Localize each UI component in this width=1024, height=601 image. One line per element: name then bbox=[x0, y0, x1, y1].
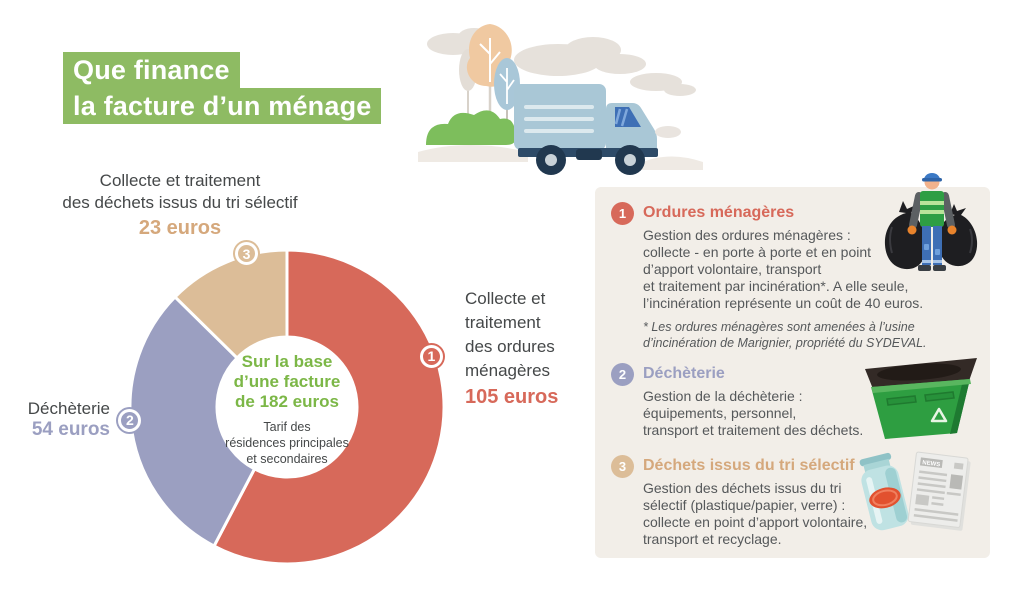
section-1-body: Gestion des ordures ménagères : collecte… bbox=[643, 227, 924, 311]
section-1-badge: 1 bbox=[611, 202, 634, 225]
title-line-2: la facture d’un ménage bbox=[63, 88, 382, 124]
segment-label-ordures: Collecte et traitement des ordures ménag… bbox=[465, 287, 585, 409]
section-1-footnote: * Les ordures ménagères sont amenées à l… bbox=[643, 320, 927, 350]
section-3-heading: Déchets issus du tri sélectif bbox=[643, 457, 855, 474]
section-decheterie: 2 Déchèterie Gestion de la déchèterie : … bbox=[595, 363, 990, 439]
section-2-heading: Déchèterie bbox=[643, 365, 725, 382]
donut-center-label: Sur la base d’une facture de 182 euros T… bbox=[207, 352, 367, 467]
pie-slice-3 bbox=[173, 248, 289, 360]
pie-slice-2 bbox=[128, 295, 256, 548]
segment-1-value: 105 euros bbox=[465, 386, 559, 408]
title-line-1: Que finance bbox=[63, 52, 240, 88]
residence-tariff-text: Tarif des résidences principales et seco… bbox=[225, 420, 349, 466]
details-panel: 1 Ordures ménagères Gestion des ordures … bbox=[595, 173, 990, 558]
skip-dumpster-icon bbox=[857, 353, 985, 450]
segment-2-text: Déchèterie bbox=[27, 399, 110, 418]
pie-badge-2: 2 bbox=[118, 408, 142, 432]
section-ordures-menageres: 1 Ordures ménagères Gestion des ordures … bbox=[595, 202, 990, 351]
section-2-body: Gestion de la déchèterie : équipements, … bbox=[643, 388, 864, 438]
pie-slice-1 bbox=[212, 248, 446, 566]
segment-3-text: Collecte et traitement des déchets issus… bbox=[62, 171, 298, 212]
glass-jar-icon bbox=[854, 452, 914, 541]
newspaper-icon: NEWS bbox=[907, 449, 973, 538]
donut-chart: 1 2 3 bbox=[118, 242, 447, 567]
page-title: Que finance la facture d’un ménage bbox=[63, 52, 382, 124]
segment-3-value: 23 euros bbox=[138, 217, 222, 239]
section-2-badge: 2 bbox=[611, 363, 634, 386]
section-1-heading: Ordures ménagères bbox=[643, 204, 795, 221]
segment-label-tri-selectif: Collecte et traitement des déchets issus… bbox=[35, 170, 325, 239]
segment-2-value: 54 euros bbox=[31, 419, 110, 440]
section-3-body: Gestion des déchets issus du tri sélecti… bbox=[643, 480, 868, 547]
garbage-truck-illustration bbox=[418, 12, 703, 180]
segment-label-decheterie: Déchèterie 54 euros bbox=[8, 398, 110, 440]
pie-badge-1: 1 bbox=[419, 344, 443, 368]
section-3-badge: 3 bbox=[611, 455, 634, 478]
truck-scene-icon bbox=[418, 24, 703, 175]
segment-1-text: Collecte et traitement des ordures ménag… bbox=[465, 289, 555, 380]
section-tri-selectif: 3 Déchets issus du tri sélectif Gestion … bbox=[595, 455, 990, 548]
donut-slices bbox=[128, 248, 446, 566]
invoice-basis-text: Sur la base d’une facture de 182 euros bbox=[233, 352, 341, 411]
newspaper-news-label: NEWS bbox=[922, 460, 941, 468]
pie-badge-3: 3 bbox=[235, 242, 258, 266]
waste-collector-icon bbox=[882, 165, 982, 285]
